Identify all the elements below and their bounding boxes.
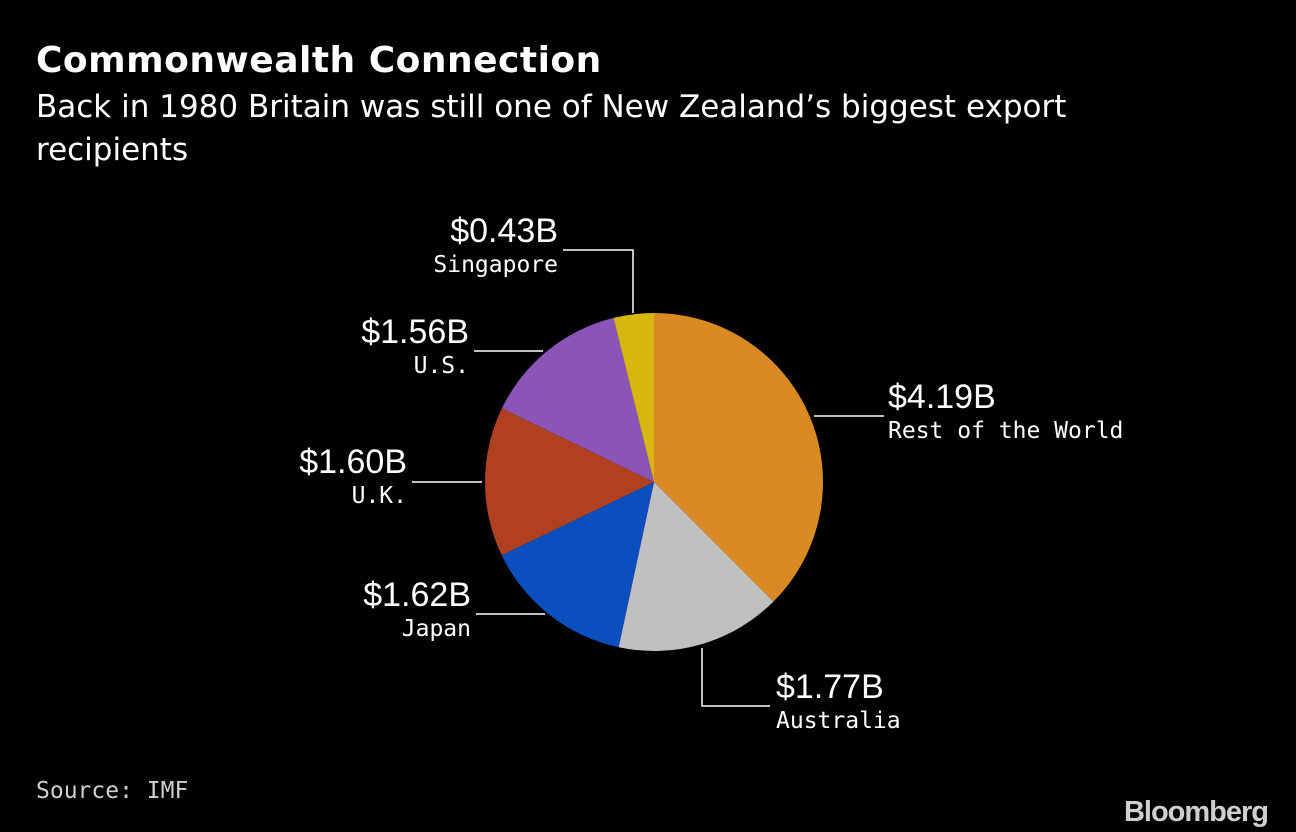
category-label-u-s: U.S.: [414, 353, 469, 379]
leader-line-australia: [701, 648, 770, 707]
category-label-australia: Australia: [776, 708, 901, 734]
value-label-u-k: $1.60B: [299, 443, 407, 481]
bloomberg-logo: Bloomberg: [1123, 796, 1269, 828]
value-label-u-s: $1.56B: [361, 313, 469, 351]
pie-slice-u-s: [501, 317, 654, 482]
category-label-japan: Japan: [402, 616, 471, 642]
source-note: Source: IMF: [36, 778, 189, 804]
chart-subtitle: Back in 1980 Britain was still one of Ne…: [36, 89, 1067, 168]
pie-slice-japan: [501, 482, 654, 648]
value-label-rest-of-the-world: $4.19B: [888, 378, 996, 416]
value-label-singapore: $0.43B: [450, 212, 558, 250]
pie-slice-u-k: [485, 408, 654, 556]
value-label-australia: $1.77B: [776, 668, 884, 706]
pie-slice-singapore: [613, 313, 654, 482]
category-label-u-k: U.K.: [352, 483, 407, 509]
pie-slice-australia: [618, 482, 774, 651]
leader-line-singapore: [563, 249, 634, 313]
category-label-rest-of-the-world: Rest of the World: [888, 418, 1123, 444]
chart-title: Commonwealth Connection: [36, 40, 602, 81]
category-label-singapore: Singapore: [433, 252, 558, 278]
value-label-japan: $1.62B: [363, 576, 471, 614]
pie-slice-rest-of-the-world: [654, 313, 824, 602]
